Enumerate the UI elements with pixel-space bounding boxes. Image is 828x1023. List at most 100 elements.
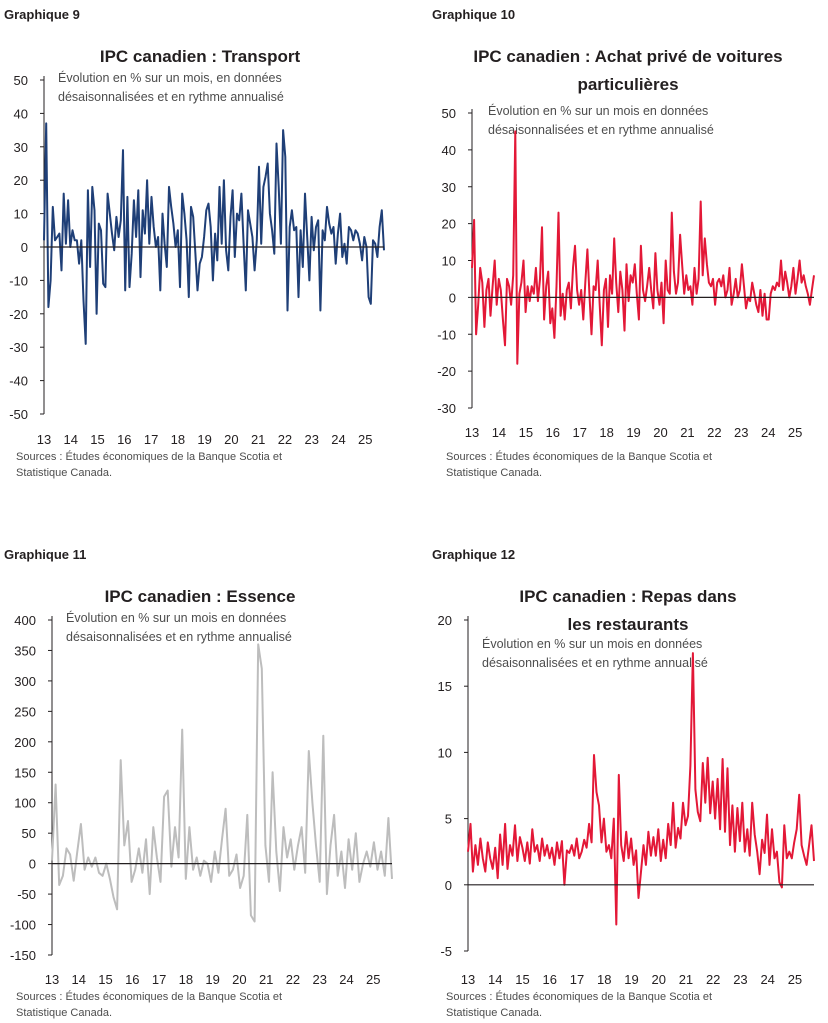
- sources-note: Statistique Canada.: [446, 1007, 542, 1019]
- x-tick-label: 17: [152, 972, 166, 987]
- x-tick-label: 19: [205, 972, 219, 987]
- sources-note: Statistique Canada.: [16, 467, 112, 479]
- x-tick-label: 13: [465, 425, 479, 440]
- chart-subtitle: Évolution en % sur un mois en données: [488, 103, 708, 118]
- y-tick-label: -50: [17, 887, 36, 902]
- x-tick-label: 21: [679, 972, 693, 987]
- x-tick-label: 15: [515, 972, 529, 987]
- sources-note: Sources : Études économiques de la Banqu…: [16, 450, 282, 463]
- x-tick-label: 22: [278, 432, 292, 447]
- x-tick-label: 23: [312, 972, 326, 987]
- series-line: [43, 122, 385, 345]
- chart-title: particulières: [577, 75, 678, 94]
- y-tick-label: 20: [442, 217, 456, 232]
- x-tick-label: 24: [761, 425, 775, 440]
- chart-title: IPC canadien : Achat privé de voitures: [473, 47, 782, 66]
- x-tick-label: 20: [653, 425, 667, 440]
- y-tick-label: 15: [438, 679, 452, 694]
- sources-note: Statistique Canada.: [446, 467, 542, 479]
- y-tick-label: 300: [14, 674, 36, 689]
- chart-title: IPC canadien : Repas dans: [519, 587, 736, 606]
- chart-subtitle: Évolution en % sur un mois en données: [482, 636, 702, 651]
- y-tick-label: 0: [29, 857, 36, 872]
- y-tick-label: 10: [442, 254, 456, 269]
- x-tick-label: 21: [680, 425, 694, 440]
- y-tick-label: -30: [437, 401, 456, 416]
- y-tick-label: 50: [22, 826, 36, 841]
- x-tick-label: 23: [733, 972, 747, 987]
- y-tick-label: 40: [14, 106, 28, 121]
- x-tick-label: 18: [179, 972, 193, 987]
- x-tick-label: 21: [251, 432, 265, 447]
- x-tick-label: 17: [570, 972, 584, 987]
- sources-note: Sources : Études économiques de la Banqu…: [446, 990, 712, 1003]
- panel-graphique-10: Graphique 10 IPC canadien : Achat privé …: [414, 0, 828, 511]
- figure-number: Graphique 11: [4, 547, 87, 562]
- x-tick-label: 13: [461, 972, 475, 987]
- x-tick-label: 22: [707, 425, 721, 440]
- y-tick-label: 250: [14, 704, 36, 719]
- x-tick-label: 18: [599, 425, 613, 440]
- x-tick-label: 15: [519, 425, 533, 440]
- y-tick-label: -20: [9, 307, 28, 322]
- figure-number: Graphique 9: [4, 7, 80, 22]
- x-tick-label: 25: [788, 425, 802, 440]
- panel-graphique-11: Graphique 11 IPC canadien : Essence Évolu…: [0, 540, 414, 1023]
- chart-graphique-9: IPC canadien : Transport Évolution en % s…: [9, 47, 385, 479]
- x-tick-label: 14: [488, 972, 502, 987]
- y-tick-label: 0: [445, 878, 452, 893]
- y-tick-label: 10: [14, 207, 28, 222]
- x-tick-label: 17: [572, 425, 586, 440]
- x-tick-label: 14: [492, 425, 506, 440]
- x-tick-label: 19: [626, 425, 640, 440]
- chart-subtitle: Évolution en % sur un mois, en données: [58, 70, 282, 85]
- y-tick-label: 40: [442, 143, 456, 158]
- y-tick-label: -20: [437, 364, 456, 379]
- chart-subtitle: désaisonnalisées et en rythme annualisé: [66, 630, 292, 644]
- x-tick-label: 16: [546, 425, 560, 440]
- y-tick-label: 0: [449, 290, 456, 305]
- x-tick-label: 13: [37, 432, 51, 447]
- y-tick-label: 50: [442, 106, 456, 121]
- panel-graphique-9: Graphique 9 IPC canadien : Transport Évol…: [0, 0, 414, 511]
- x-tick-label: 25: [788, 972, 802, 987]
- y-tick-label: -100: [10, 918, 36, 933]
- chart-title: les restaurants: [568, 615, 689, 634]
- x-tick-label: 19: [197, 432, 211, 447]
- x-tick-label: 16: [117, 432, 131, 447]
- sources-note: Sources : Études économiques de la Banqu…: [16, 990, 282, 1003]
- chart-subtitle: désaisonnalisées et en rythme annualisé: [58, 90, 284, 104]
- y-tick-label: 5: [445, 812, 452, 827]
- y-tick-label: -10: [437, 327, 456, 342]
- chart-graphique-10: IPC canadien : Achat privé de voitures pa…: [437, 47, 815, 479]
- y-tick-label: 10: [438, 745, 452, 760]
- x-tick-label: 15: [98, 972, 112, 987]
- x-tick-label: 24: [760, 972, 774, 987]
- y-tick-label: -5: [440, 944, 452, 959]
- sources-note: Sources : Études économiques de la Banqu…: [446, 450, 712, 463]
- panel-graphique-12: Graphique 12 IPC canadien : Repas dans le…: [414, 540, 828, 1023]
- x-tick-label: 24: [331, 432, 345, 447]
- x-tick-label: 22: [286, 972, 300, 987]
- x-tick-label: 25: [366, 972, 380, 987]
- chart-graphique-11: IPC canadien : Essence Évolution en % sur…: [10, 587, 393, 1019]
- y-tick-label: 20: [438, 613, 452, 628]
- series-line: [51, 643, 393, 923]
- x-tick-label: 16: [125, 972, 139, 987]
- x-tick-label: 21: [259, 972, 273, 987]
- x-tick-label: 15: [90, 432, 104, 447]
- y-tick-label: 400: [14, 613, 36, 628]
- y-tick-label: 0: [21, 240, 28, 255]
- y-tick-label: -10: [9, 273, 28, 288]
- y-tick-label: -150: [10, 948, 36, 963]
- y-tick-label: 350: [14, 643, 36, 658]
- x-tick-label: 14: [64, 432, 78, 447]
- figure-number: Graphique 10: [432, 7, 516, 22]
- x-tick-label: 25: [358, 432, 372, 447]
- chart-title: IPC canadien : Transport: [100, 47, 301, 66]
- y-tick-label: 30: [442, 180, 456, 195]
- x-tick-label: 20: [232, 972, 246, 987]
- series-line: [471, 130, 815, 365]
- y-tick-label: 200: [14, 735, 36, 750]
- x-tick-label: 20: [651, 972, 665, 987]
